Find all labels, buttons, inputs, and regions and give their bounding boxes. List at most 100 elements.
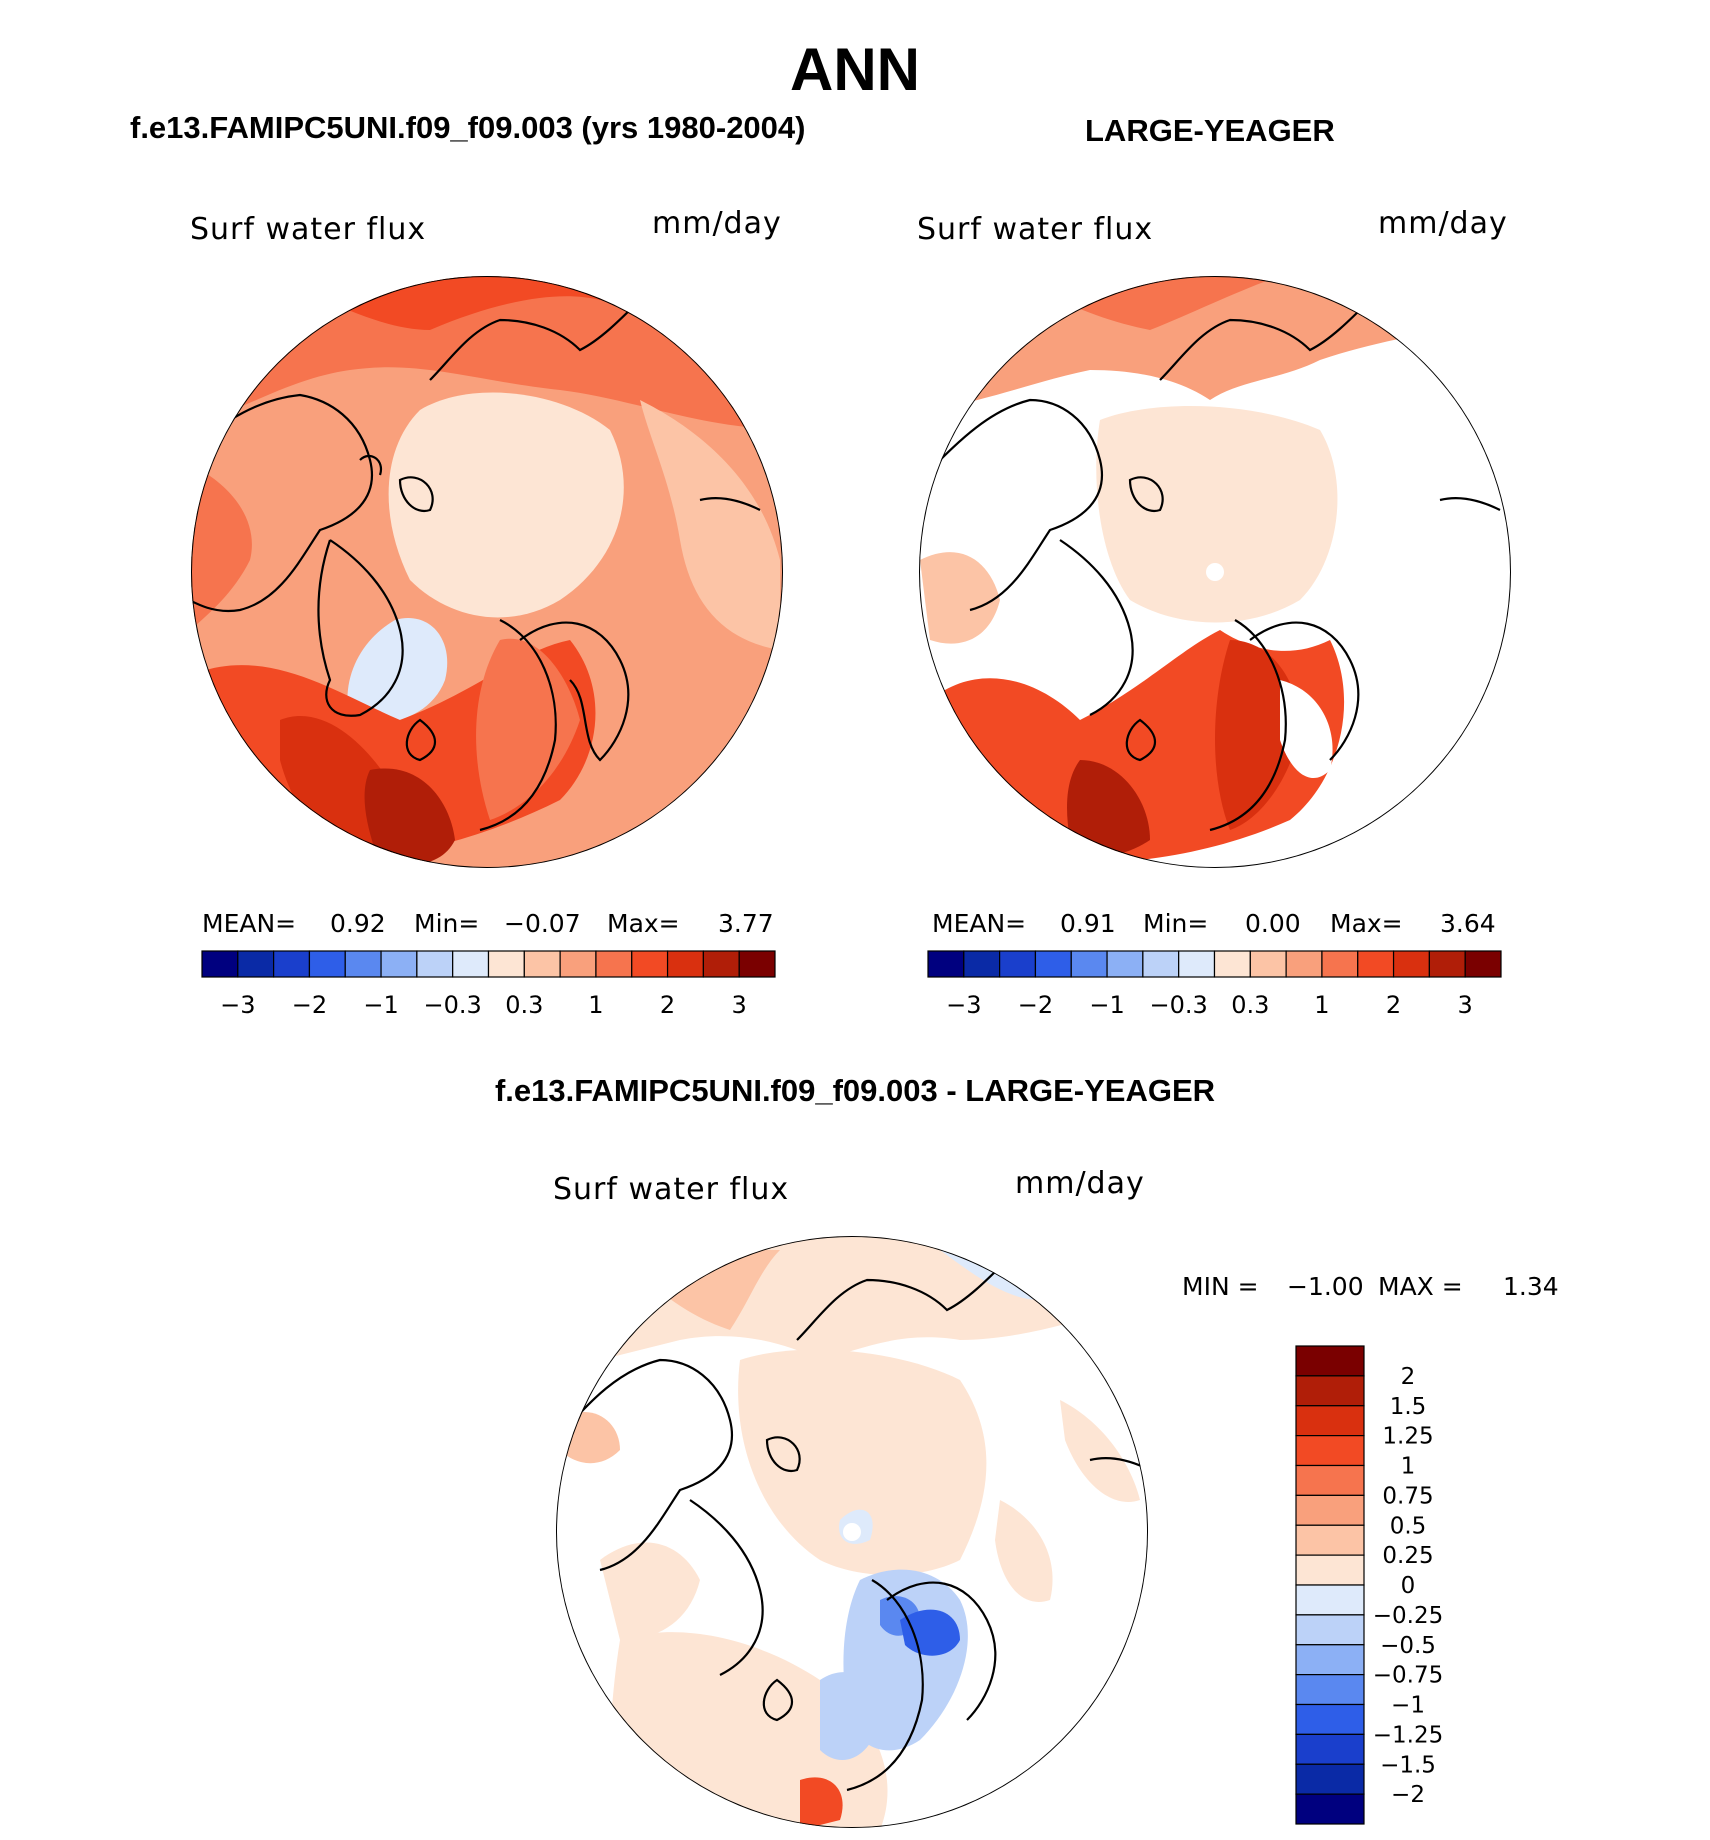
diff-colorbar-tick-label: 1.25 <box>1382 1424 1433 1450</box>
diff-polar-map <box>556 1236 1148 1828</box>
right-colorbar-tick-label: −1 <box>1089 991 1124 1019</box>
diff-colorbar-tick-label: −1.5 <box>1380 1752 1436 1778</box>
diff-colorbar-swatch-6 <box>1295 1524 1365 1556</box>
diff-colorbar-tick-label: −0.75 <box>1373 1663 1443 1689</box>
diff-colorbar-swatch-5 <box>1295 1494 1365 1526</box>
left-colorbar-swatch-11 <box>595 950 633 978</box>
diff-colorbar-swatch-11 <box>1295 1674 1365 1706</box>
diff-min-label: MIN = <box>1182 1272 1259 1301</box>
right-colorbar-swatch-5 <box>1106 950 1144 978</box>
diff-colorbar-tick-label: 0 <box>1401 1573 1416 1599</box>
diff-colorbar-swatch-14 <box>1295 1763 1365 1795</box>
right-colorbar-swatch-6 <box>1142 950 1180 978</box>
diff-min-value: −1.00 <box>1287 1272 1364 1301</box>
diff-colorbar-swatch-2 <box>1295 1405 1365 1437</box>
right-polar-map <box>919 276 1511 868</box>
right-max-label: Max= <box>1330 909 1403 938</box>
left-colorbar-swatch-12 <box>631 950 669 978</box>
diff-colorbar-tick-label: −0.25 <box>1373 1603 1443 1629</box>
diff-colorbar-swatch-1 <box>1295 1375 1365 1407</box>
right-max-value: 3.64 <box>1440 909 1496 938</box>
left-mean-value: 0.92 <box>330 909 386 938</box>
right-colorbar-tick-label: 3 <box>1458 991 1473 1019</box>
left-colorbar-tick-label: −1 <box>363 991 398 1019</box>
right-colorbar-tick-label: 0.3 <box>1231 991 1269 1019</box>
right-mean-value: 0.91 <box>1060 909 1116 938</box>
right-colorbar-tick-label: 1 <box>1314 991 1329 1019</box>
left-colorbar-swatch-3 <box>308 950 346 978</box>
diff-colorbar-tick-label: 1.5 <box>1390 1394 1427 1420</box>
left-colorbar-swatch-15 <box>738 950 776 978</box>
right-panel-title: LARGE-YEAGER <box>1085 113 1335 148</box>
diff-colorbar-tick-label: 0.75 <box>1382 1483 1433 1509</box>
right-mean-label: MEAN= <box>932 909 1027 938</box>
right-colorbar-swatch-12 <box>1357 950 1395 978</box>
left-mean-label: MEAN= <box>202 909 297 938</box>
left-colorbar-tick-label: −0.3 <box>424 991 482 1019</box>
left-colorbar-tick-label: 0.3 <box>505 991 543 1019</box>
diff-colorbar-swatch-4 <box>1295 1464 1365 1496</box>
left-max-value: 3.77 <box>718 909 774 938</box>
diff-colorbar-swatch-8 <box>1295 1584 1365 1616</box>
left-colorbar-swatch-9 <box>523 950 561 978</box>
right-colorbar-swatch-7 <box>1178 950 1216 978</box>
diff-colorbar-tick-label: −2 <box>1391 1782 1425 1808</box>
right-colorbar-swatch-1 <box>963 950 1001 978</box>
left-colorbar-tick-label: −3 <box>220 991 255 1019</box>
left-colorbar-swatch-6 <box>416 950 454 978</box>
right-colorbar-swatch-15 <box>1464 950 1502 978</box>
right-variable-label: Surf water flux <box>917 212 1154 247</box>
right-colorbar-swatch-13 <box>1392 950 1430 978</box>
diff-colorbar-swatch-3 <box>1295 1435 1365 1467</box>
right-colorbar-swatch-3 <box>1034 950 1072 978</box>
left-colorbar-tick-label: 3 <box>732 991 747 1019</box>
right-colorbar-swatch-10 <box>1285 950 1323 978</box>
left-min-value: −0.07 <box>504 909 581 938</box>
diff-colorbar-tick-label: 0.25 <box>1382 1543 1433 1569</box>
right-colorbar: −3 −2 −1 −0.3 0.3 1 2 3 <box>927 950 1502 1019</box>
diff-colorbar-tick-label: −1 <box>1391 1693 1425 1719</box>
diff-colorbar-swatch-15 <box>1295 1793 1365 1825</box>
diff-colorbar-swatch-0 <box>1295 1345 1365 1377</box>
right-min-value: 0.00 <box>1245 909 1301 938</box>
diff-colorbar-swatch-13 <box>1295 1733 1365 1765</box>
left-colorbar-swatch-13 <box>666 950 704 978</box>
diff-colorbar-swatch-10 <box>1295 1644 1365 1676</box>
left-colorbar: −3 −2 −1 −0.3 0.3 1 2 3 <box>201 950 776 1019</box>
left-max-label: Max= <box>607 909 680 938</box>
left-colorbar-swatch-7 <box>452 950 490 978</box>
left-colorbar-swatch-5 <box>380 950 418 978</box>
diff-max-label: MAX = <box>1378 1272 1463 1301</box>
right-colorbar-swatch-8 <box>1213 950 1251 978</box>
diff-colorbar-tick-label: −1.25 <box>1373 1722 1443 1748</box>
left-polar-map <box>191 276 783 868</box>
left-colorbar-swatch-2 <box>273 950 311 978</box>
left-colorbar-tick-label: 1 <box>588 991 603 1019</box>
right-colorbar-tick-label: −3 <box>946 991 981 1019</box>
left-colorbar-swatch-0 <box>201 950 239 978</box>
right-colorbar-swatch-2 <box>999 950 1037 978</box>
diff-variable-label: Surf water flux <box>553 1172 790 1207</box>
left-colorbar-swatch-1 <box>237 950 275 978</box>
left-min-label: Min= <box>414 909 480 938</box>
left-variable-label: Surf water flux <box>190 212 427 247</box>
diff-colorbar-tick-label: 0.5 <box>1390 1513 1427 1539</box>
right-units-label: mm/day <box>1378 206 1508 241</box>
diff-colorbar-swatch-9 <box>1295 1614 1365 1646</box>
right-colorbar-swatch-4 <box>1070 950 1108 978</box>
diff-panel-title: f.e13.FAMIPC5UNI.f09_f09.003 - LARGE-YEA… <box>494 1073 1216 1108</box>
right-colorbar-swatch-11 <box>1321 950 1359 978</box>
right-min-label: Min= <box>1143 909 1209 938</box>
right-colorbar-swatch-9 <box>1249 950 1287 978</box>
diff-colorbar-swatch-12 <box>1295 1703 1365 1735</box>
right-colorbar-tick-label: −0.3 <box>1150 991 1208 1019</box>
diff-units-label: mm/day <box>1015 1166 1145 1201</box>
right-colorbar-tick-label: −2 <box>1018 991 1053 1019</box>
left-colorbar-tick-label: 2 <box>660 991 675 1019</box>
left-colorbar-swatch-14 <box>702 950 740 978</box>
diff-colorbar-tick-label: 2 <box>1401 1364 1416 1390</box>
diff-colorbar-swatch-7 <box>1295 1554 1365 1586</box>
left-colorbar-swatch-8 <box>487 950 525 978</box>
left-colorbar-swatch-10 <box>559 950 597 978</box>
